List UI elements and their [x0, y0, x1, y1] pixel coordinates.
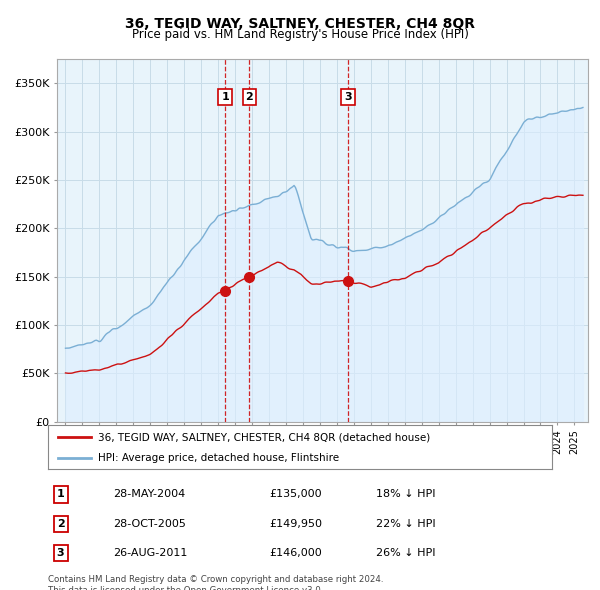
- Text: 36, TEGID WAY, SALTNEY, CHESTER, CH4 8QR (detached house): 36, TEGID WAY, SALTNEY, CHESTER, CH4 8QR…: [98, 432, 431, 442]
- Text: 1: 1: [221, 92, 229, 102]
- Text: £149,950: £149,950: [270, 519, 323, 529]
- Text: HPI: Average price, detached house, Flintshire: HPI: Average price, detached house, Flin…: [98, 453, 340, 463]
- Text: 28-MAY-2004: 28-MAY-2004: [113, 490, 186, 499]
- Text: 2: 2: [245, 92, 253, 102]
- Text: Contains HM Land Registry data © Crown copyright and database right 2024.
This d: Contains HM Land Registry data © Crown c…: [48, 575, 383, 590]
- Text: 26% ↓ HPI: 26% ↓ HPI: [376, 548, 435, 558]
- Text: 2: 2: [57, 519, 64, 529]
- Text: 18% ↓ HPI: 18% ↓ HPI: [376, 490, 435, 499]
- Text: Price paid vs. HM Land Registry's House Price Index (HPI): Price paid vs. HM Land Registry's House …: [131, 28, 469, 41]
- Text: 1: 1: [57, 490, 64, 499]
- Text: 3: 3: [344, 92, 352, 102]
- Text: £146,000: £146,000: [270, 548, 323, 558]
- Text: 36, TEGID WAY, SALTNEY, CHESTER, CH4 8QR: 36, TEGID WAY, SALTNEY, CHESTER, CH4 8QR: [125, 17, 475, 31]
- Text: 3: 3: [57, 548, 64, 558]
- Text: 22% ↓ HPI: 22% ↓ HPI: [376, 519, 435, 529]
- Text: 28-OCT-2005: 28-OCT-2005: [113, 519, 187, 529]
- Text: 26-AUG-2011: 26-AUG-2011: [113, 548, 188, 558]
- Text: £135,000: £135,000: [270, 490, 322, 499]
